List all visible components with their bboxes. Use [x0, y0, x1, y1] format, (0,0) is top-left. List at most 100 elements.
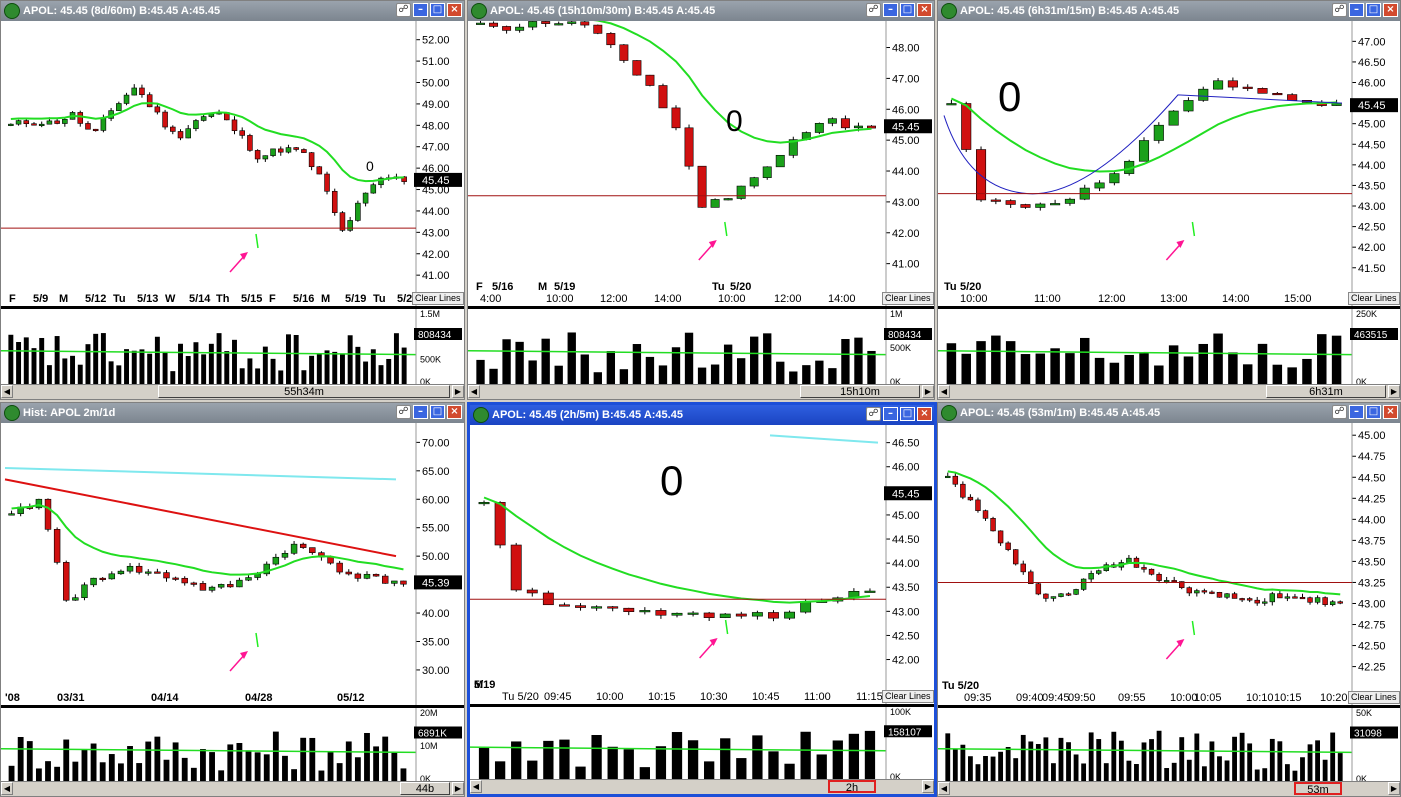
volume-bar	[54, 336, 60, 385]
scroll-right-icon[interactable]: ▶	[922, 780, 934, 793]
scroll-left-icon[interactable]: ◀	[1, 782, 13, 795]
candle-up	[1096, 570, 1102, 574]
horizontal-scrollbar[interactable]: ◀ ▶ 15h10m	[468, 384, 934, 399]
minimize-button[interactable]: –	[413, 3, 428, 17]
pane-separator[interactable]	[470, 704, 934, 707]
title-bar[interactable]: APOL: 45.45 (8d/60m) B:45.45 A:45.45 ☍ – □ ×	[1, 1, 464, 21]
chart-window-3[interactable]: APOL: 45.45 (6h31m/15m) B:45.45 A:45.45 ☍…	[937, 0, 1401, 400]
date-label: F	[9, 293, 16, 305]
link-icon[interactable]: ☍	[396, 3, 411, 17]
candle-down	[170, 126, 176, 132]
price-tick-label: 40.00	[422, 608, 450, 620]
title-bar[interactable]: APOL: 45.45 (15h10m/30m) B:45.45 A:45.45…	[468, 1, 934, 21]
scroll-thumb[interactable]: 53m	[1294, 782, 1342, 796]
title-bar[interactable]: APOL: 45.45 (6h31m/15m) B:45.45 A:45.45 ☍…	[938, 1, 1400, 21]
pane-separator[interactable]	[938, 306, 1400, 309]
clear-lines-button[interactable]: Clear Lines	[882, 292, 934, 305]
candle-up	[1058, 593, 1064, 597]
close-button[interactable]: ×	[917, 3, 932, 17]
minimize-button[interactable]: –	[883, 3, 898, 17]
scroll-left-icon[interactable]: ◀	[938, 385, 950, 398]
candle-up	[946, 103, 957, 106]
maximize-button[interactable]: □	[900, 407, 915, 421]
link-icon[interactable]: ☍	[866, 3, 881, 17]
minimize-button[interactable]: –	[883, 407, 898, 421]
close-button[interactable]: ×	[1383, 3, 1398, 17]
scroll-left-icon[interactable]: ◀	[468, 385, 480, 398]
clear-lines-button[interactable]: Clear Lines	[882, 690, 934, 703]
close-button[interactable]: ×	[1383, 405, 1398, 419]
scroll-right-icon[interactable]: ▶	[452, 782, 464, 795]
link-icon[interactable]: ☍	[1332, 3, 1347, 17]
candle-up	[1224, 593, 1230, 598]
volume-bar	[789, 371, 798, 385]
price-chart[interactable]: 47.0046.5046.0045.5045.0044.5044.0043.50…	[938, 21, 1400, 306]
pane-separator[interactable]	[938, 705, 1400, 708]
close-button[interactable]: ×	[447, 3, 462, 17]
time-label: 10:45	[752, 691, 780, 703]
price-chart[interactable]: 48.00 47.00 46.00 45.00 44.00 43.00 42.00 41.00…	[468, 21, 934, 306]
scroll-thumb[interactable]: 55h34m	[158, 385, 450, 398]
pane-separator[interactable]	[468, 306, 934, 309]
scroll-left-icon[interactable]: ◀	[938, 782, 950, 795]
scroll-thumb[interactable]: 15h10m	[800, 385, 920, 398]
volume-bar	[1322, 759, 1328, 782]
scroll-thumb[interactable]: 2h	[828, 780, 876, 794]
chart-window-4[interactable]: Hist: APOL 2m/1d ☍ – □ × 70.00 65.00 60.00 55.00…	[0, 402, 465, 797]
scroll-thumb[interactable]: 6h31m	[1266, 385, 1386, 398]
price-tick-label: 70.00	[422, 437, 450, 449]
price-chart[interactable]: 46.5046.0045.5045.0044.5044.0043.5043.00…	[470, 425, 934, 704]
scroll-right-icon[interactable]: ▶	[1388, 385, 1400, 398]
link-icon[interactable]: ☍	[396, 405, 411, 419]
scroll-right-icon[interactable]: ▶	[1388, 782, 1400, 795]
volume-bar	[1134, 764, 1139, 782]
title-bar[interactable]: Hist: APOL 2m/1d ☍ – □ ×	[1, 403, 464, 423]
price-chart[interactable]: 52.00 51.00 50.00 49.00 48.00 47.00 46.00 45.00…	[1, 21, 464, 306]
scroll-right-icon[interactable]: ▶	[452, 385, 464, 398]
chart-window-2[interactable]: APOL: 45.45 (15h10m/30m) B:45.45 A:45.45…	[467, 0, 935, 400]
scroll-left-icon[interactable]: ◀	[1, 385, 13, 398]
link-icon[interactable]: ☍	[1332, 405, 1347, 419]
chart-window-5[interactable]: APOL: 45.45 (2h/5m) B:45.45 A:45.45 ☍ – □ × 4…	[467, 402, 937, 797]
minimize-button[interactable]: –	[413, 405, 428, 419]
scroll-thumb[interactable]: 44b	[400, 782, 450, 795]
clear-lines-button[interactable]: Clear Lines	[1348, 691, 1400, 704]
title-bar[interactable]: APOL: 45.45 (2h/5m) B:45.45 A:45.45 ☍ – □ ×	[470, 405, 934, 425]
maximize-button[interactable]: □	[1366, 405, 1381, 419]
volume-bar	[1168, 345, 1179, 385]
scroll-left-icon[interactable]: ◀	[470, 780, 482, 793]
pane-separator[interactable]	[1, 705, 464, 708]
candle-up	[217, 584, 225, 588]
horizontal-scrollbar[interactable]: ◀ ▶ 2h	[470, 779, 934, 794]
close-button[interactable]: ×	[447, 405, 462, 419]
chart-window-1[interactable]: APOL: 45.45 (8d/60m) B:45.45 A:45.45 ☍ – □ ×…	[0, 0, 465, 400]
candle-down	[339, 212, 346, 231]
horizontal-scrollbar[interactable]: ◀ ▶ 55h34m	[1, 384, 464, 399]
maximize-button[interactable]: □	[900, 3, 915, 17]
close-button[interactable]: ×	[917, 407, 932, 421]
price-chart[interactable]: 70.0065.0060.0055.0050.0045.0040.0035.00…	[1, 423, 464, 705]
minimize-button[interactable]: –	[1349, 405, 1364, 419]
scroll-right-icon[interactable]: ▶	[922, 385, 934, 398]
horizontal-scrollbar[interactable]: ◀ ▶ 53m	[938, 781, 1400, 796]
pane-separator[interactable]	[1, 306, 464, 309]
maximize-button[interactable]: □	[430, 405, 445, 419]
maximize-button[interactable]: □	[430, 3, 445, 17]
candle-down	[308, 152, 315, 168]
minimize-button[interactable]: –	[1349, 3, 1364, 17]
horizontal-scrollbar[interactable]: ◀ ▶ 6h31m	[938, 384, 1400, 399]
clear-lines-button[interactable]: Clear Lines	[1348, 292, 1400, 305]
link-icon[interactable]: ☍	[866, 407, 881, 421]
time-label: 10:05	[1194, 692, 1222, 704]
maximize-button[interactable]: □	[1366, 3, 1381, 17]
window-title: APOL: 45.45 (53m/1m) B:45.45 A:45.45	[960, 407, 1161, 419]
chart-window-6[interactable]: APOL: 45.45 (53m/1m) B:45.45 A:45.45 ☍ – □ ×…	[937, 402, 1401, 797]
title-bar[interactable]: APOL: 45.45 (53m/1m) B:45.45 A:45.45 ☍ – □ ×	[938, 403, 1400, 423]
date-label: 5/19	[345, 293, 366, 305]
price-tag-label: 45.45	[892, 488, 920, 500]
clear-lines-button[interactable]: Clear Lines	[412, 292, 464, 305]
horizontal-scrollbar[interactable]: ◀ ▶ 44b	[1, 781, 464, 796]
candle-up	[1314, 597, 1321, 603]
candle-up	[591, 606, 603, 609]
price-chart[interactable]: 45.00 44.75 44.50 44.25 44.00 43.75 43.50 43.25…	[938, 423, 1400, 705]
